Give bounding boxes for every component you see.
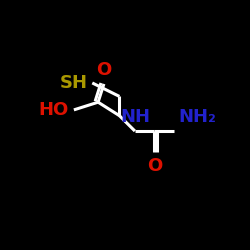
- Text: O: O: [147, 157, 162, 175]
- Text: O: O: [96, 61, 112, 79]
- Text: NH₂: NH₂: [178, 108, 216, 126]
- Text: NH: NH: [120, 108, 150, 126]
- Text: HO: HO: [39, 101, 69, 119]
- Text: SH: SH: [60, 74, 88, 92]
